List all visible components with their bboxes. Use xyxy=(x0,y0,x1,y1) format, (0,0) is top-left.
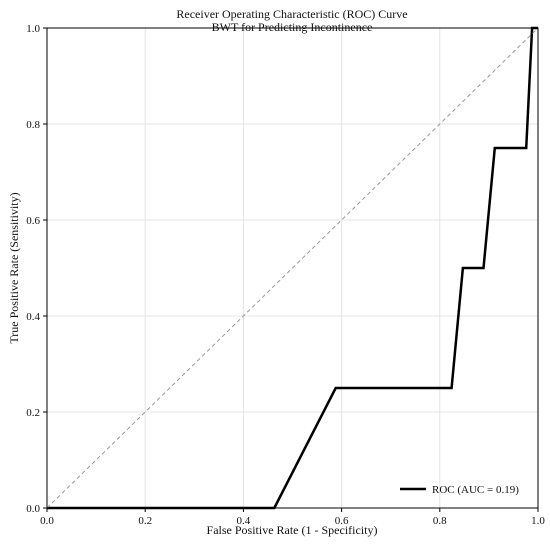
x-tick-label: 0.2 xyxy=(138,515,152,527)
y-tick-label: 0.0 xyxy=(26,503,40,515)
legend: ROC (AUC = 0.19) xyxy=(400,484,519,496)
y-tick-label: 0.2 xyxy=(26,407,40,419)
x-tick-label: 0.6 xyxy=(335,515,349,527)
tick-layer: 0.0 0.2 0.4 0.6 0.8 1.0 0.0 0.2 0.4 0.6 0.8 1.0 xyxy=(26,23,545,527)
x-tick-label: 0.0 xyxy=(40,515,54,527)
x-tick-label: 0.8 xyxy=(433,515,447,527)
chart-title: Receiver Operating Characteristic (ROC) … xyxy=(176,7,407,21)
series-layer xyxy=(46,26,539,510)
roc-curve-line xyxy=(47,26,538,510)
y-tick-label: 0.8 xyxy=(26,119,40,131)
x-axis-label: False Positive Rate (1 - Specificity) xyxy=(207,523,378,537)
y-tick-label: 1.0 xyxy=(26,23,40,35)
chart-subtitle: BWT for Predicting Incontinence xyxy=(212,20,373,34)
x-tick-label: 0.4 xyxy=(237,515,251,527)
y-tick-label: 0.4 xyxy=(26,311,40,323)
y-tick-label: 0.6 xyxy=(26,215,40,227)
x-tick-label: 1.0 xyxy=(531,515,545,527)
legend-label: ROC (AUC = 0.19) xyxy=(432,484,519,496)
reference-diagonal-line xyxy=(46,27,539,509)
plot-frame xyxy=(46,27,539,509)
y-axis-label: True Positive Rate (Sensitivity) xyxy=(7,192,21,343)
